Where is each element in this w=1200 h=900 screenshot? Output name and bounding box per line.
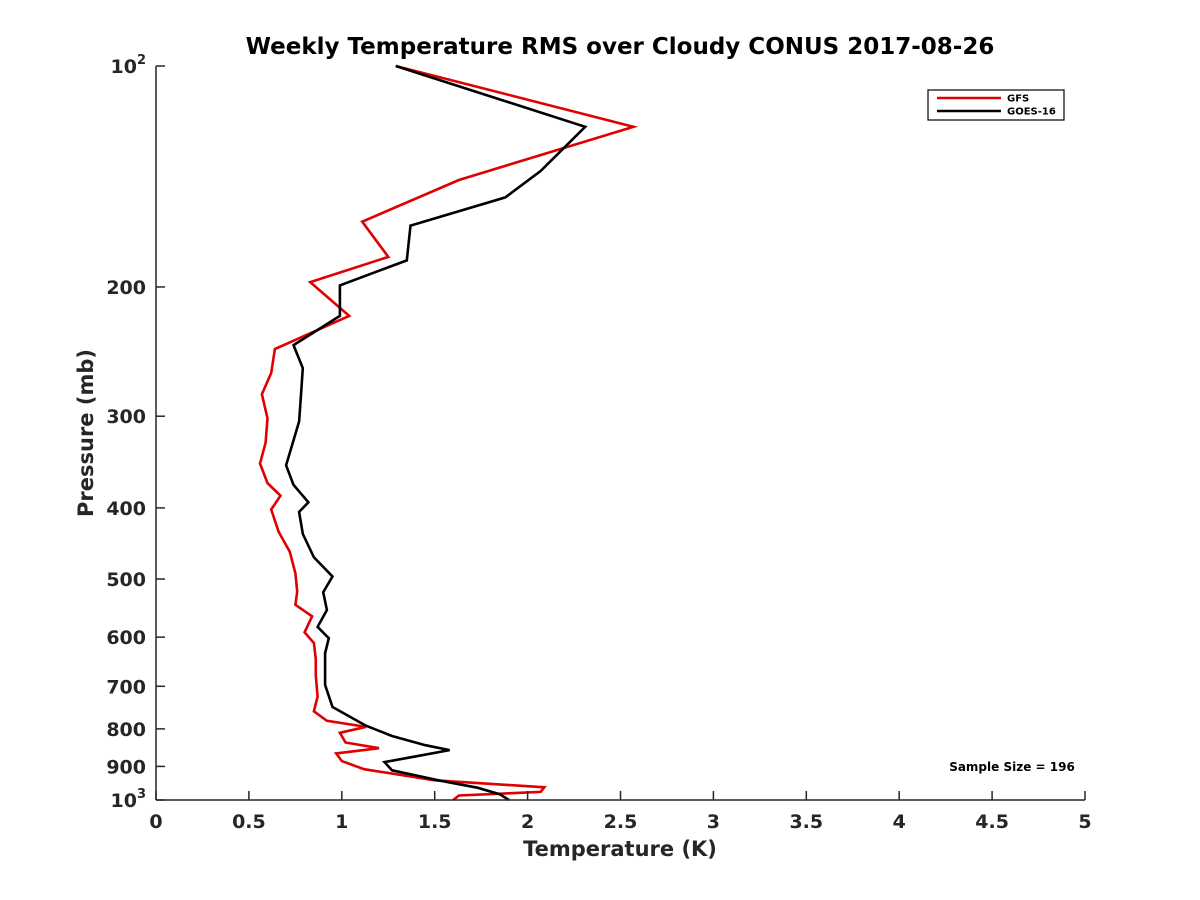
- y-tick-label: 103: [111, 787, 147, 812]
- x-tick-label: 0.5: [232, 811, 266, 833]
- legend: GFS GOES-16: [927, 89, 1065, 121]
- legend-label: GFS: [1007, 94, 1029, 105]
- y-tick-label: 300: [106, 406, 146, 428]
- y-tick-label: 400: [106, 498, 146, 520]
- x-tick-label: 1: [335, 811, 348, 833]
- y-tick-label: 102: [111, 53, 147, 78]
- x-tick-label: 3: [707, 811, 720, 833]
- x-tick-label: 2.5: [604, 811, 638, 833]
- y-tick-label: 500: [106, 569, 146, 591]
- y-tick-label: 200: [106, 277, 146, 299]
- y-tick-label: 800: [106, 719, 146, 741]
- series-line-gfs: [258, 64, 639, 802]
- x-tick-label: 2: [521, 811, 534, 833]
- series-line-goes-16: [284, 64, 588, 802]
- x-tick-label: 1.5: [418, 811, 452, 833]
- y-tick-label: 900: [106, 756, 146, 778]
- axes-layer: 0 0.5 1 1.5 2 2.5 3 3.5 4 4.5 5 102 200 300 400 500 600 7…: [106, 53, 1091, 833]
- y-tick-label: 600: [106, 627, 146, 649]
- y-axis-title: Pressure (mb): [74, 349, 98, 517]
- x-axis-title: Temperature (K): [523, 837, 717, 861]
- x-tick-label: 4: [893, 811, 906, 833]
- legend-box: [927, 89, 1065, 121]
- legend-label: GOES-16: [1007, 107, 1056, 118]
- x-tick-label: 5: [1078, 811, 1091, 833]
- x-tick-label: 3.5: [789, 811, 823, 833]
- x-tick-label: 4.5: [975, 811, 1009, 833]
- chart-title: Weekly Temperature RMS over Cloudy CONUS…: [246, 34, 995, 60]
- plot-area: 0 0.5 1 1.5 2 2.5 3 3.5 4 4.5 5 102 200 300 400 500 600 7…: [106, 53, 1091, 833]
- sample-size-annotation: Sample Size = 196: [949, 760, 1075, 774]
- y-tick-label: 700: [106, 676, 146, 698]
- series-layer: [258, 64, 639, 802]
- x-tick-label: 0: [149, 811, 162, 833]
